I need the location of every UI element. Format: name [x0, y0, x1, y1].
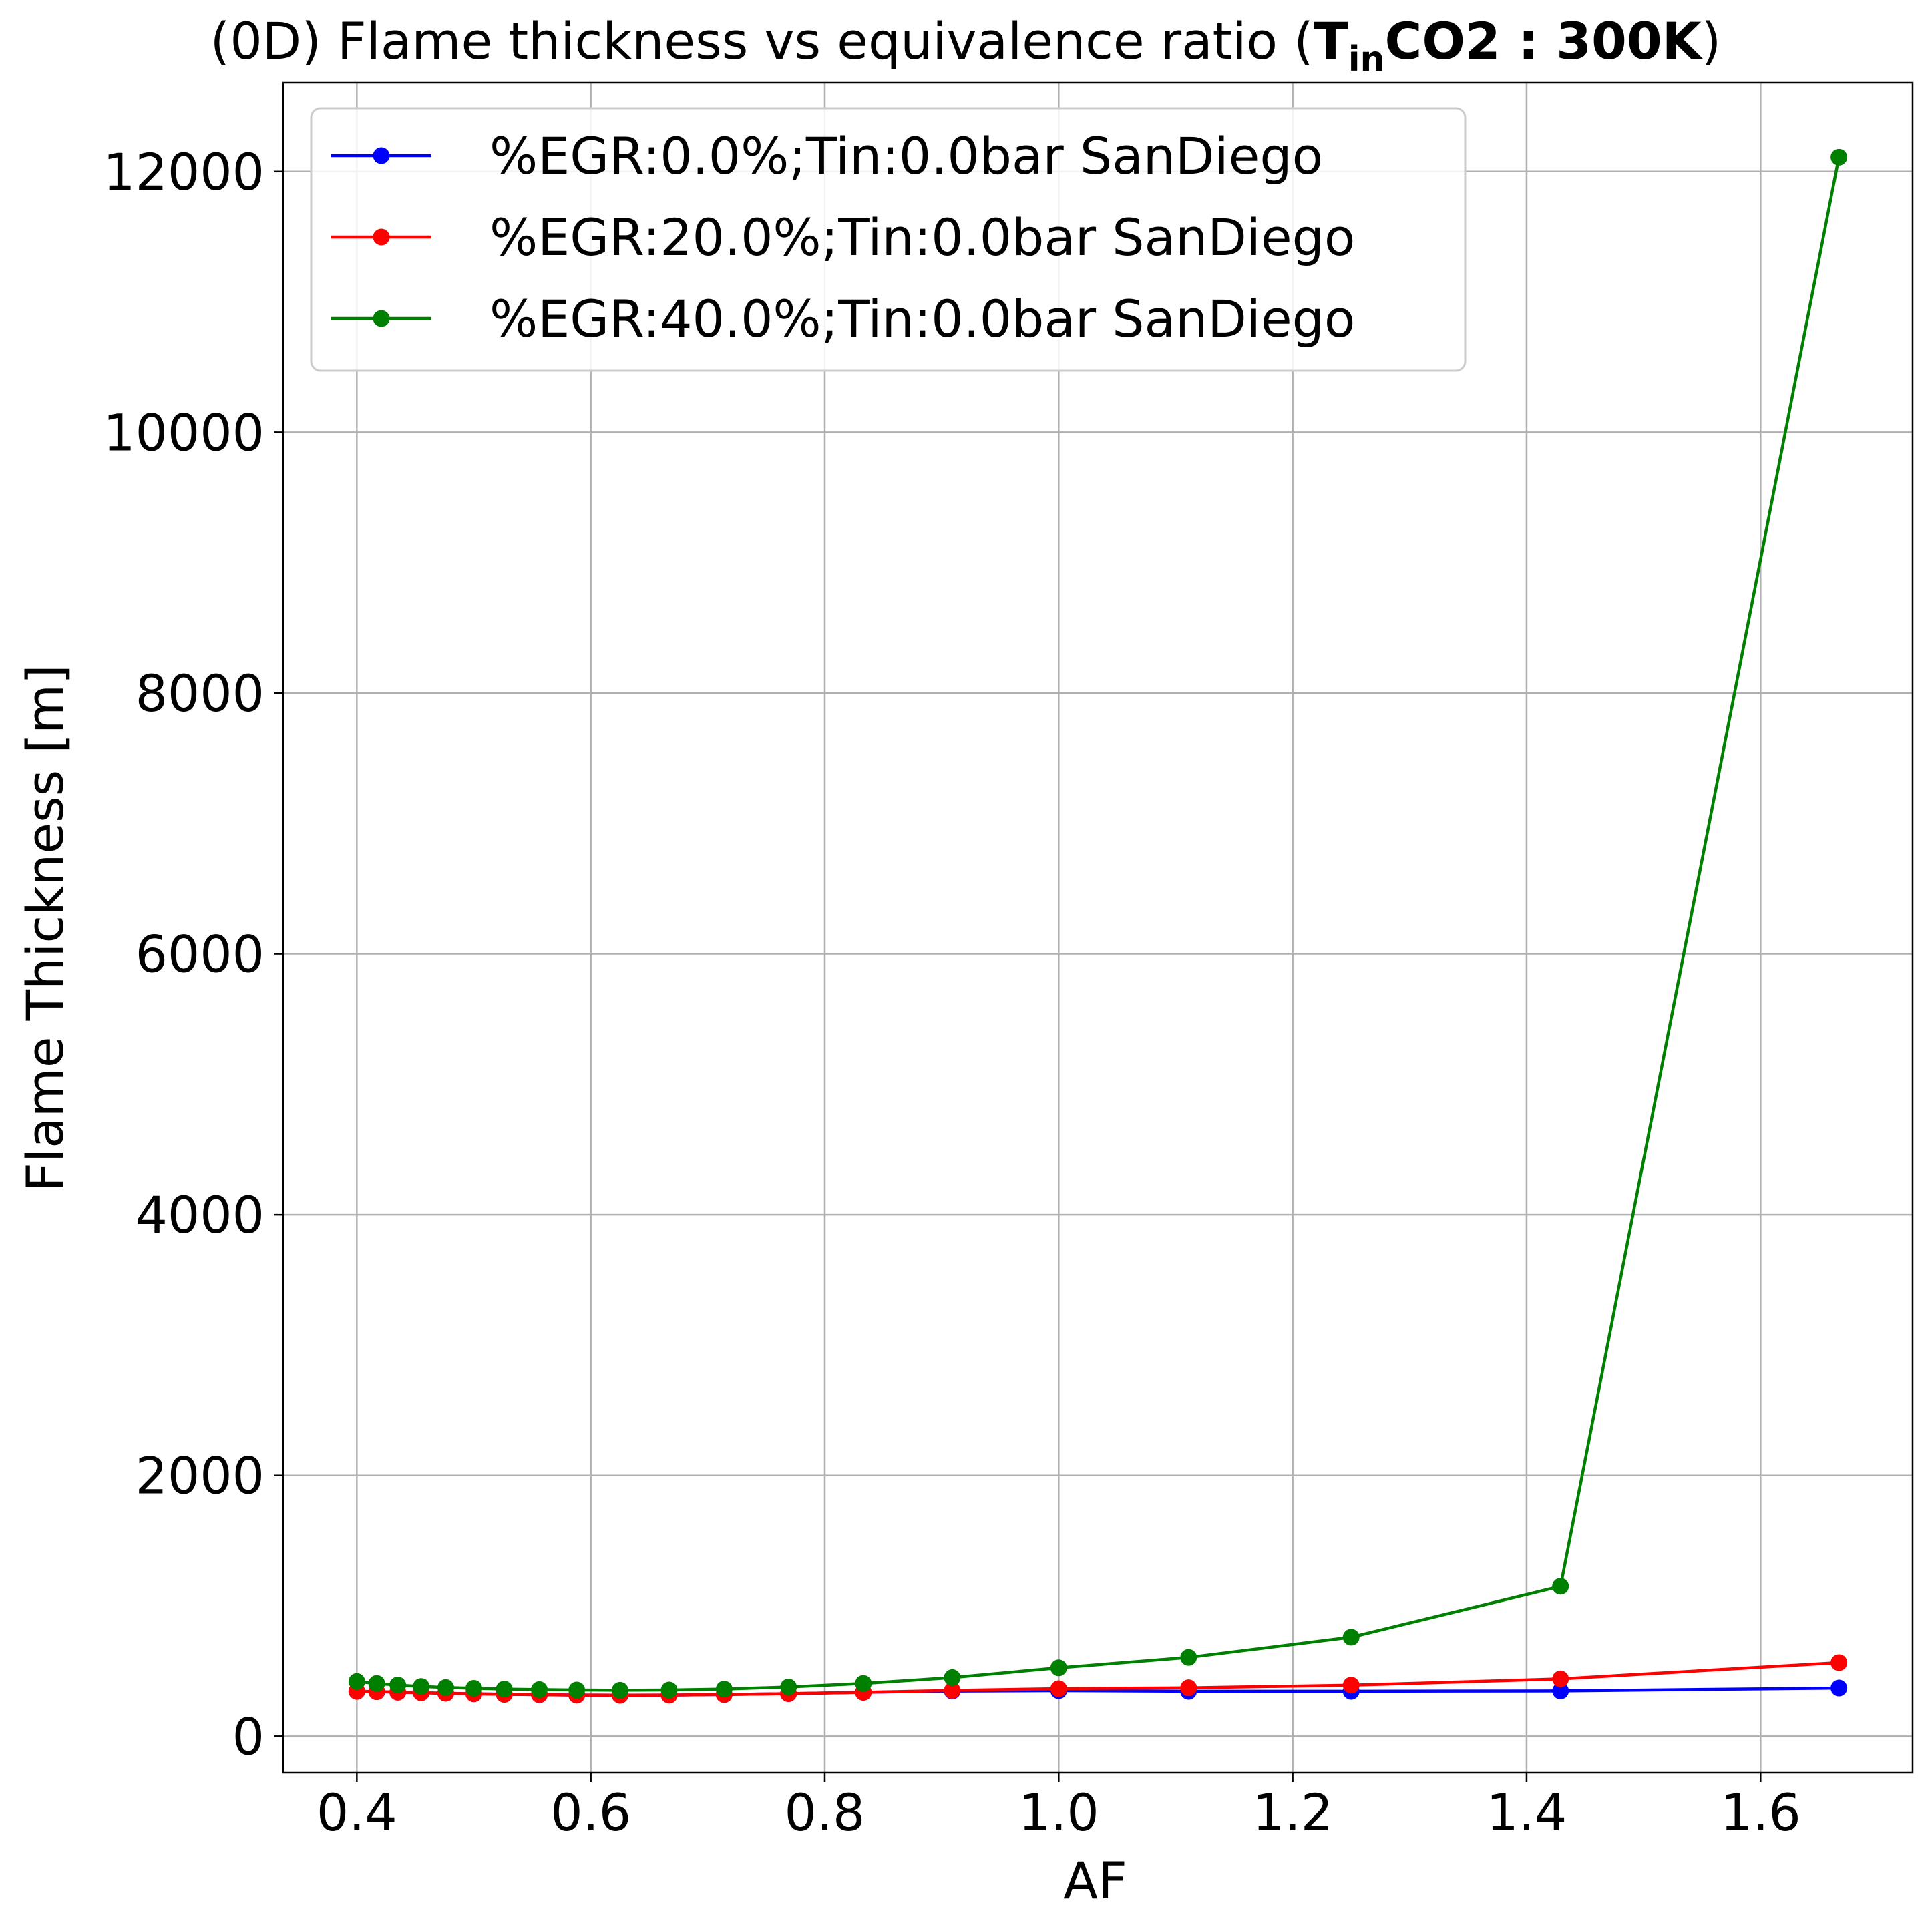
- data-point: [1552, 1670, 1569, 1687]
- data-point: [855, 1675, 872, 1692]
- data-point: [496, 1681, 513, 1698]
- y-tick-label: 4000: [136, 1185, 264, 1245]
- y-tick-label: 8000: [136, 664, 264, 723]
- legend-marker: [373, 228, 390, 246]
- data-point: [780, 1678, 797, 1695]
- axis-ticks: 0.4 0.6 0.8 1.0 1.2 1.4 1.6 0 2000 4000 6000 8000 10…: [103, 142, 1801, 1842]
- legend-marker: [373, 310, 390, 327]
- legend-label: %EGR:40.0%;Tin:0.0bar SanDiego: [490, 289, 1355, 349]
- x-tick-label: 0.8: [785, 1783, 865, 1842]
- data-point: [1830, 1679, 1848, 1697]
- x-tick-label: 1.2: [1252, 1783, 1333, 1842]
- title-close: ): [1702, 11, 1722, 71]
- y-tick-label: 0: [232, 1707, 264, 1766]
- data-point: [660, 1681, 678, 1699]
- title-bold-subscript: in: [1348, 39, 1385, 79]
- title-bold-rest: CO2 : 300K: [1385, 11, 1704, 71]
- y-axis-label: Flame Thickness [m]: [15, 664, 75, 1191]
- x-tick-label: 0.6: [550, 1783, 631, 1842]
- data-point: [1830, 148, 1848, 166]
- x-tick-label: 1.6: [1720, 1783, 1801, 1842]
- y-tick-label: 12000: [103, 142, 264, 202]
- x-tick-label: 0.4: [317, 1783, 397, 1842]
- x-axis-label: AF: [1063, 1851, 1127, 1910]
- y-tick-label: 10000: [103, 403, 264, 462]
- data-point: [944, 1669, 961, 1686]
- legend: %EGR:0.0%;Tin:0.0bar SanDiego %EGR:20.0%;…: [310, 107, 1467, 372]
- data-point: [944, 1682, 961, 1699]
- data-point: [465, 1679, 483, 1697]
- data-point: [437, 1679, 454, 1696]
- plot-area-frame: [282, 81, 1914, 1774]
- legend-label: %EGR:20.0%;Tin:0.0bar SanDiego: [490, 208, 1355, 267]
- data-point: [389, 1677, 407, 1694]
- data-point: [1552, 1578, 1569, 1595]
- data-point: [531, 1681, 548, 1698]
- title-main: (0D) Flame thickness vs equivalence rati…: [210, 11, 1314, 71]
- legend-box: [310, 107, 1467, 372]
- legend-entry: %EGR:0.0%;Tin:0.0bar SanDiego: [331, 126, 1323, 186]
- series-layer: [348, 148, 1848, 1704]
- title-bold-base: T: [1314, 11, 1348, 71]
- data-point: [568, 1681, 586, 1699]
- x-tick-label: 1.4: [1487, 1783, 1567, 1842]
- series-2: [348, 148, 1848, 1699]
- legend-marker: [373, 147, 390, 164]
- data-point: [1050, 1659, 1067, 1677]
- legend-label: %EGR:0.0%;Tin:0.0bar SanDiego: [490, 126, 1323, 186]
- data-point: [1552, 1682, 1569, 1699]
- y-tick-label: 2000: [136, 1446, 264, 1506]
- legend-entry: %EGR:40.0%;Tin:0.0bar SanDiego: [331, 289, 1355, 349]
- data-point: [413, 1678, 430, 1695]
- y-tick-label: 6000: [136, 925, 264, 984]
- legend-entry: %EGR:20.0%;Tin:0.0bar SanDiego: [331, 208, 1355, 267]
- data-point: [368, 1675, 385, 1692]
- data-point: [1180, 1649, 1197, 1666]
- data-point: [1342, 1677, 1360, 1694]
- data-point: [611, 1681, 628, 1699]
- data-point: [715, 1681, 733, 1698]
- x-tick-label: 1.0: [1018, 1783, 1099, 1842]
- data-point: [1050, 1680, 1067, 1697]
- data-point: [1830, 1654, 1848, 1671]
- data-point: [348, 1673, 365, 1690]
- chart-title: (0D) Flame thickness vs equivalence rati…: [210, 11, 1722, 79]
- data-point: [1342, 1629, 1360, 1646]
- data-point: [1180, 1679, 1197, 1697]
